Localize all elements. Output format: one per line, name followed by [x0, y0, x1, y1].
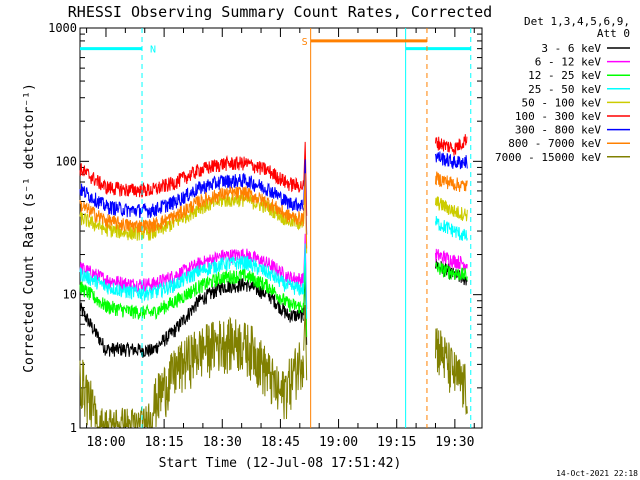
x-tick-label: 18:15	[145, 435, 184, 450]
plot-area: 1 10 100 1000 18:00 18:15 18:30 18:45 19:00 19:15…	[48, 21, 483, 450]
series-line-after	[435, 196, 468, 222]
series-line-after	[435, 248, 468, 271]
legend-label: 7000 - 15000 keV	[495, 151, 601, 164]
series-line-after	[435, 262, 468, 282]
legend-label: 800 - 7000 keV	[508, 137, 601, 150]
night-label: N	[150, 45, 156, 56]
saa-label: S	[302, 37, 308, 48]
legend-label: 12 - 25 keV	[528, 69, 601, 82]
x-axis-label: Start Time (12-Jul-08 17:51:42)	[159, 456, 402, 471]
legend-label: 50 - 100 keV	[522, 96, 602, 109]
series-line-after	[435, 171, 468, 192]
series-line	[79, 268, 305, 320]
series-line	[79, 172, 305, 219]
x-tick-label: 19:30	[435, 435, 474, 450]
y-axis-label: Corrected Count Rate (s⁻¹ detector⁻¹)	[22, 83, 37, 373]
legend-label: 100 - 300 keV	[515, 110, 601, 123]
legend-label: 25 - 50 keV	[528, 83, 601, 96]
y-tick-label: 10	[63, 288, 77, 302]
plot-frame	[79, 27, 483, 429]
series-spike	[303, 305, 308, 381]
footer-date: 14-Oct-2021 22:18	[556, 469, 638, 478]
legend-label: 3 - 6 keV	[541, 42, 601, 55]
x-tick-label: 19:00	[319, 435, 358, 450]
legend-header-line-2: Att 0	[597, 27, 630, 40]
series-line-after	[435, 134, 468, 156]
x-tick-label: 19:15	[377, 435, 416, 450]
chart-title: RHESSI Observing Summary Count Rates, Co…	[68, 3, 492, 21]
y-tick-label: 100	[55, 154, 77, 168]
y-tick-label: 1	[70, 421, 77, 435]
series-line-after	[435, 328, 468, 415]
y-tick-label: 1000	[48, 21, 77, 35]
series-spike	[303, 243, 308, 319]
legend-label: 6 - 12 keV	[535, 56, 602, 69]
x-tick-label: 18:45	[261, 435, 300, 450]
x-tick-label: 18:00	[86, 435, 125, 450]
series-line	[79, 316, 305, 429]
x-tick-label: 18:30	[203, 435, 242, 450]
series-spike	[303, 173, 308, 249]
legend-header-line-1: Det 1,3,4,5,6,9,	[524, 15, 630, 28]
series-line	[79, 185, 305, 235]
series-line-after	[435, 215, 468, 241]
legend-label: 300 - 800 keV	[515, 124, 601, 137]
series-line-after	[435, 151, 468, 170]
series-line	[79, 255, 305, 302]
series-line	[79, 154, 305, 198]
